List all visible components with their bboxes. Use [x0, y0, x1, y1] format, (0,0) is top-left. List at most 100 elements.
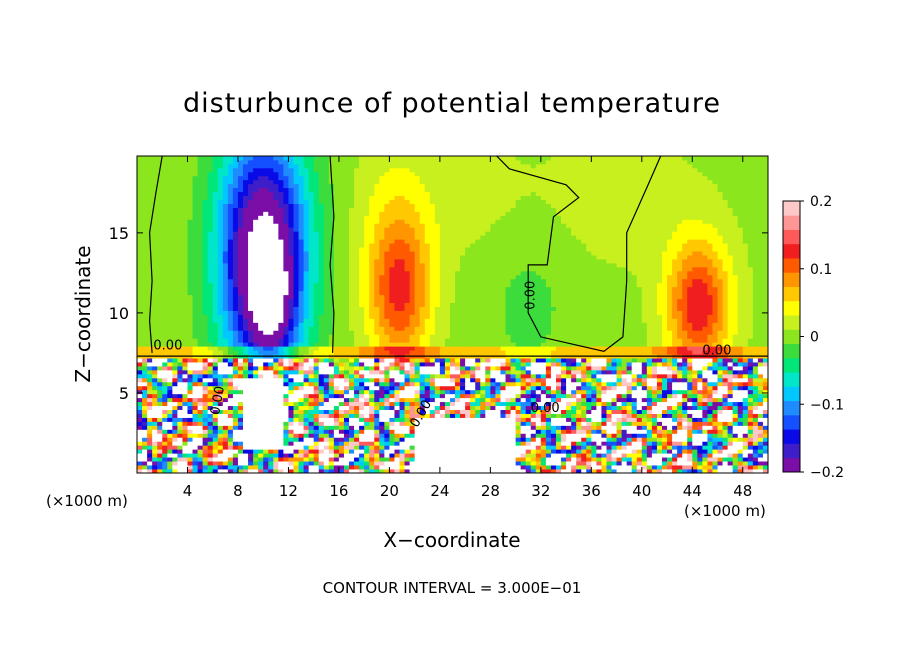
heatmap-cell: [444, 381, 451, 387]
heatmap-cell: [288, 429, 294, 434]
heatmap-cell: [626, 413, 633, 418]
heatmap-cell: [278, 469, 284, 473]
heatmap-cell: [672, 413, 678, 418]
heatmap-cell: [480, 385, 486, 391]
heatmap-cell: [142, 326, 148, 331]
heatmap-cell: [732, 425, 739, 430]
heatmap-cell: [318, 449, 325, 454]
heatmap-cell: [333, 417, 340, 422]
heatmap-cell: [722, 465, 729, 470]
heatmap-cell: [288, 445, 294, 450]
heatmap-cell: [465, 457, 471, 462]
heatmap-cell: [636, 401, 643, 407]
heatmap-cell: [449, 417, 456, 422]
heatmap-cell: [152, 409, 158, 414]
heatmap-cell: [177, 437, 183, 442]
heatmap-cell: [212, 469, 219, 473]
heatmap-cell: [323, 318, 330, 323]
heatmap-cell: [752, 417, 759, 422]
heatmap-cell: [550, 346, 557, 351]
heatmap-cell: [404, 334, 410, 339]
heatmap-cell: [500, 409, 506, 414]
heatmap-cell: [338, 405, 345, 410]
heatmap-cell: [157, 409, 163, 414]
heatmap-cell: [495, 397, 501, 403]
heatmap-cell: [167, 457, 173, 462]
heatmap-cell: [449, 369, 456, 375]
heatmap-cell: [258, 461, 264, 466]
heatmap-cell: [732, 326, 739, 331]
heatmap-cell: [349, 369, 355, 375]
heatmap-cell: [308, 358, 315, 363]
heatmap-cell: [374, 377, 380, 383]
heatmap-cell: [682, 437, 688, 442]
heatmap-cell: [222, 381, 229, 387]
heatmap-cell: [510, 366, 516, 371]
heatmap-cell: [157, 358, 163, 363]
heatmap-cell: [672, 401, 678, 407]
heatmap-cell: [717, 338, 723, 343]
heatmap-cell: [495, 465, 501, 470]
heatmap-cell: [485, 405, 491, 410]
heatmap-cell: [475, 421, 481, 426]
heatmap-cell: [470, 465, 476, 470]
heatmap-cell: [651, 326, 658, 331]
heatmap-cell: [167, 453, 173, 458]
heatmap-cell: [525, 330, 532, 335]
heatmap-cell: [222, 437, 229, 442]
heatmap-cell: [379, 457, 385, 462]
heatmap-cell: [636, 425, 643, 430]
heatmap-cell: [288, 393, 294, 399]
heatmap-cell: [328, 461, 335, 466]
heatmap-cell: [172, 314, 178, 319]
heatmap-cell: [384, 350, 390, 355]
heatmap-cell: [379, 322, 385, 327]
heatmap-cell: [283, 346, 289, 351]
heatmap-cell: [192, 429, 198, 434]
heatmap-cell: [561, 433, 567, 438]
heatmap-cell: [354, 425, 360, 430]
heatmap-cell: [732, 469, 739, 473]
heatmap-cell: [651, 453, 658, 458]
heatmap-cell: [308, 393, 315, 399]
heatmap-cell: [172, 445, 178, 450]
heatmap-cell: [712, 362, 718, 367]
heatmap-cell: [646, 369, 653, 375]
heatmap-cell: [581, 413, 587, 418]
heatmap-cell: [747, 453, 754, 458]
heatmap-cell: [187, 429, 193, 434]
heatmap-cell: [414, 393, 421, 399]
heatmap-cell: [142, 385, 148, 391]
heatmap-cell: [374, 417, 380, 422]
heatmap-cell: [732, 338, 739, 343]
heatmap-cell: [152, 369, 158, 375]
heatmap-cell: [742, 346, 749, 351]
heatmap-cell: [394, 362, 400, 367]
heatmap-cell: [737, 393, 744, 399]
heatmap-cell: [596, 314, 602, 319]
heatmap-cell: [707, 461, 713, 466]
heatmap-cell: [455, 445, 461, 450]
heatmap-cell: [515, 393, 522, 399]
heatmap-cell: [359, 437, 365, 442]
heatmap-cell: [177, 373, 183, 379]
heatmap-cell: [707, 393, 713, 399]
heatmap-cell: [667, 401, 673, 407]
heatmap-cell: [248, 318, 254, 323]
heatmap-cell: [530, 433, 537, 438]
heatmap-cell: [394, 421, 400, 426]
heatmap-cell: [455, 338, 461, 343]
heatmap-cell: [535, 469, 542, 473]
heatmap-cell: [752, 397, 759, 403]
heatmap-cell: [591, 322, 597, 327]
heatmap-cell: [490, 417, 496, 422]
heatmap-cell: [182, 429, 188, 434]
heatmap-cell: [202, 314, 209, 319]
heatmap-cell: [333, 358, 340, 363]
heatmap-cell: [162, 441, 168, 446]
heatmap-cell: [192, 389, 198, 395]
heatmap-cell: [374, 338, 380, 343]
heatmap-cell: [737, 465, 744, 470]
heatmap-cell: [651, 441, 658, 446]
heatmap-cell: [545, 413, 552, 418]
